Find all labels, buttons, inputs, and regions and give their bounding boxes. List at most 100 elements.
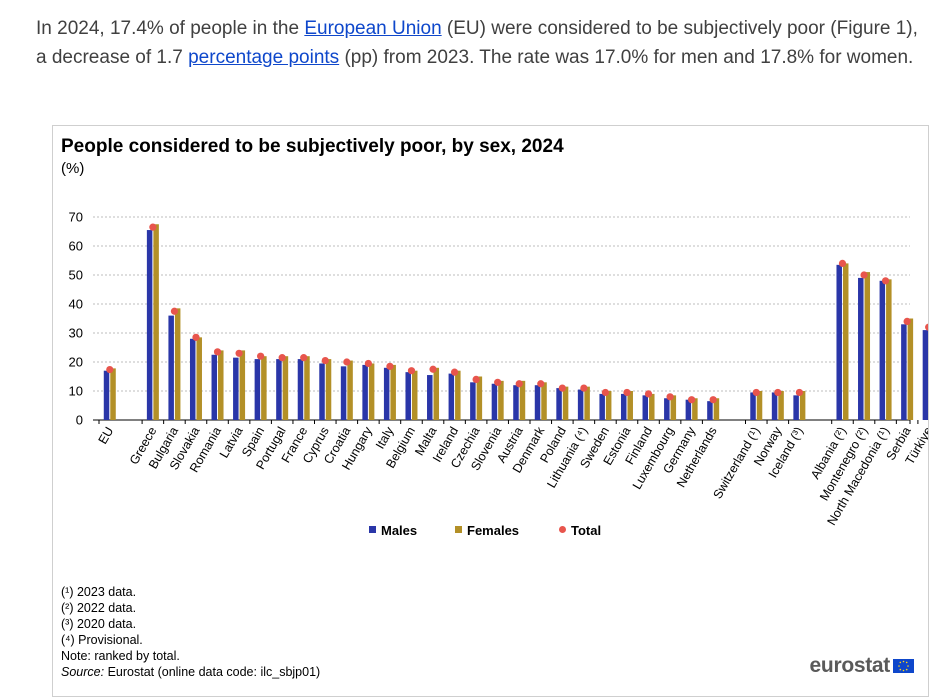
source-text: Eurostat (online data code: ilc_sbjp01) — [104, 665, 321, 679]
bar-males-t-rkiye — [922, 330, 928, 420]
bar-males-slovenia — [491, 383, 498, 420]
dot-total-albania — [838, 259, 847, 267]
bar-females-serbia — [907, 318, 914, 420]
european-union-link[interactable]: European Union — [304, 18, 442, 39]
dot-total-finland — [644, 390, 653, 398]
footnote-3: (³) 2020 data. — [61, 617, 137, 631]
bar-males-eu — [103, 370, 110, 420]
bar-males-italy — [383, 367, 390, 420]
source-label: Source: — [61, 665, 105, 679]
bar-males-portugal — [276, 359, 282, 420]
dot-total-north-macedonia — [881, 277, 890, 285]
bar-males-cyprus — [319, 363, 325, 420]
y-tick-label-10: 10 — [69, 384, 83, 399]
bar-females-denmark — [541, 382, 547, 420]
dot-total-latvia — [235, 349, 243, 357]
intro-text-2: (EU) were considered to be subjectively … — [36, 18, 918, 68]
bar-females-netherlands — [713, 398, 720, 420]
bar-females-slovenia — [498, 380, 504, 420]
bar-males-albania — [836, 264, 842, 420]
bar-males-greece — [146, 230, 153, 420]
legend-label-males: Males — [381, 523, 417, 538]
bar-males-france — [297, 359, 304, 420]
bar-females-finland — [649, 393, 655, 420]
bar-males-north-macedonia — [879, 280, 886, 420]
footnote-ranking: Note: ranked by total. — [61, 649, 180, 663]
dot-total-lithuania — [580, 384, 588, 392]
bar-males-germany — [685, 399, 692, 420]
dot-total-poland — [558, 384, 566, 392]
logo-text: eurostat — [809, 654, 891, 677]
dot-total-austria — [515, 380, 523, 388]
intro-text-1: In 2024, 17.4% of people in the — [36, 18, 305, 39]
bar-males-serbia — [901, 324, 907, 420]
bar-males-finland — [642, 395, 649, 420]
dot-total-hungary — [364, 359, 372, 368]
dot-total-eu — [106, 365, 114, 374]
bar-males-croatia — [340, 366, 347, 420]
bar-males-belgium — [405, 372, 411, 420]
y-tick-label-30: 30 — [69, 326, 83, 341]
bar-males-spain — [254, 359, 261, 420]
bar-males-lithuania — [577, 389, 584, 420]
percentage-points-link[interactable]: percentage points — [188, 47, 340, 68]
footnote-4: (⁴) Provisional. — [61, 633, 143, 647]
bar-females-slovakia — [196, 337, 202, 420]
bar-males-austria — [513, 385, 519, 420]
bar-females-albania — [842, 263, 849, 420]
bar-females-croatia — [347, 360, 353, 420]
dot-total-montenegro — [860, 271, 868, 279]
bar-females-latvia — [239, 350, 246, 420]
chart-title: People considered to be subjectively poo… — [61, 136, 564, 157]
eurostat-logo: eurostat — [810, 654, 914, 678]
intro-text-3: (pp) from 2023. The rate was 17.0% for m… — [339, 47, 914, 68]
figure-panel: 0 10 20 30 40 50 60 70 EU Greece Bulgaria Slovakia R… — [52, 125, 929, 697]
dot-total-norway — [774, 388, 782, 397]
dot-total-belgium — [407, 367, 416, 375]
dot-total-romania — [213, 348, 222, 356]
bar-males-netherlands — [707, 401, 713, 420]
bar-males-hungary — [362, 364, 368, 420]
bar-females-austria — [519, 380, 526, 420]
dot-total-denmark — [537, 380, 545, 388]
dot-total-t-rkiye — [925, 323, 928, 331]
bar-females-switzerland — [756, 391, 763, 420]
dot-total-germany — [688, 396, 696, 404]
dot-total-czechia — [472, 375, 480, 383]
y-tick-label-20: 20 — [69, 355, 83, 370]
legend-label-females: Females — [467, 523, 519, 538]
legend-swatch-females — [455, 526, 462, 533]
y-tick-label-0: 0 — [76, 413, 83, 428]
dot-total-ireland — [450, 368, 459, 376]
bar-males-slovakia — [189, 338, 196, 420]
dot-total-malta — [429, 365, 437, 373]
dot-total-serbia — [903, 317, 911, 325]
bar-males-luxembourg — [664, 398, 670, 420]
bar-females-italy — [390, 364, 396, 420]
footnotes: (¹) 2023 data. (²) 2022 data. (³) 2020 d… — [61, 584, 320, 680]
bar-females-portugal — [282, 356, 289, 420]
eu-flag-icon — [893, 659, 914, 673]
dot-total-estonia — [623, 388, 631, 397]
legend-swatch-total — [559, 526, 566, 533]
dot-total-portugal — [278, 354, 286, 362]
bar-females-poland — [562, 386, 569, 420]
bar-females-montenegro — [864, 272, 871, 420]
dot-total-france — [300, 354, 308, 362]
bar-females-germany — [692, 398, 698, 420]
bar-females-iceland — [799, 391, 806, 420]
bar-males-norway — [771, 392, 778, 420]
dot-total-iceland — [795, 388, 803, 397]
source-line: Source: Eurostat (online data code: ilc_… — [61, 664, 320, 680]
footnote-1: (¹) 2023 data. — [61, 585, 137, 599]
bar-males-czechia — [470, 382, 476, 420]
bar-males-estonia — [620, 393, 627, 420]
dot-total-cyprus — [321, 356, 329, 365]
bar-females-eu — [110, 368, 116, 420]
dot-total-bulgaria — [170, 307, 179, 315]
bar-females-cyprus — [325, 359, 332, 420]
dot-total-italy — [386, 362, 394, 370]
bar-females-france — [304, 356, 310, 420]
dot-total-slovakia — [192, 333, 200, 341]
